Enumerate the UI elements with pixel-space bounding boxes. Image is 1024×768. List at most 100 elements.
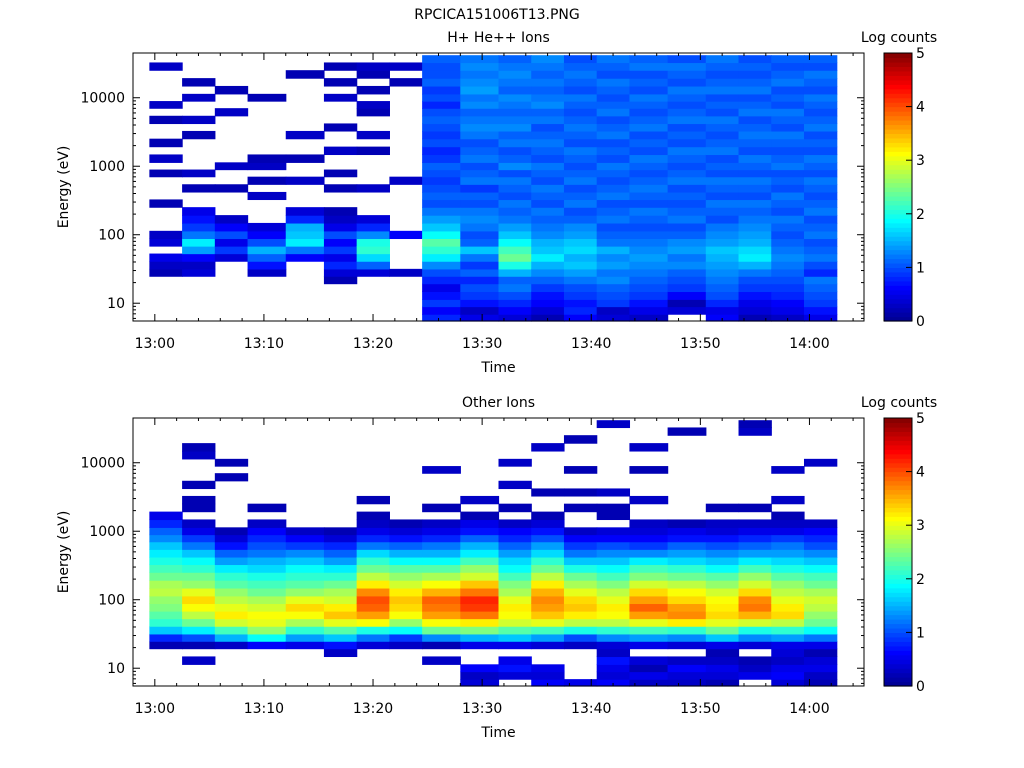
heatmap-cell — [563, 123, 598, 132]
heatmap-cell — [422, 154, 461, 163]
colorbar-segment — [884, 641, 912, 647]
heatmap-cell — [771, 556, 805, 566]
heatmap-cell — [389, 626, 423, 635]
heatmap-cell — [531, 611, 565, 620]
heatmap-cell — [422, 62, 461, 71]
colorbar-segment — [884, 151, 912, 157]
heatmap-cell — [803, 541, 838, 550]
heatmap-cell — [422, 656, 461, 665]
heatmap-cell — [356, 108, 390, 117]
heatmap-cell — [149, 618, 183, 627]
heatmap-cell — [563, 580, 598, 589]
heatmap-cell — [771, 169, 805, 178]
heatmap-cell — [422, 503, 461, 513]
heatmap-cell — [563, 93, 598, 102]
heatmap-cell — [667, 276, 707, 285]
colorbar-segment — [884, 507, 912, 513]
heatmap-cell — [323, 626, 358, 635]
heatmap-cell — [563, 101, 598, 109]
heatmap-cell — [629, 556, 669, 566]
colorbar-segment — [884, 146, 912, 152]
heatmap-cell — [149, 62, 183, 71]
heatmap-cell — [422, 78, 461, 87]
heatmap-cell — [531, 130, 565, 140]
heatmap-cell — [214, 534, 249, 543]
colorbar-segment — [884, 476, 912, 482]
heatmap-cell — [182, 527, 216, 536]
x-tick-label: 13:20 — [353, 701, 393, 717]
heatmap-cell — [531, 176, 565, 185]
heatmap-cell — [247, 641, 287, 650]
heatmap-cell — [285, 549, 325, 558]
heatmap-cell — [705, 55, 740, 64]
heatmap-cell — [803, 549, 838, 558]
heatmap-cell — [285, 176, 325, 185]
colorbar-segment — [884, 668, 912, 674]
y-tick-label: 10000 — [80, 456, 125, 472]
heatmap-cell — [422, 466, 461, 474]
heatmap-cell — [422, 162, 461, 171]
heatmap-cell — [596, 130, 631, 140]
heatmap-cell — [460, 78, 500, 87]
colorbar-segment — [884, 619, 912, 625]
heatmap-cell — [667, 679, 707, 687]
heatmap-cell — [531, 146, 565, 156]
colorbar-segment — [884, 70, 912, 76]
heatmap-cell — [596, 276, 631, 285]
heatmap-cell — [214, 603, 249, 612]
heatmap-cell — [738, 420, 772, 429]
heatmap-cell — [803, 108, 838, 117]
heatmap-cell — [460, 641, 500, 650]
heatmap-cell — [460, 618, 500, 627]
heatmap-cell — [422, 207, 461, 216]
heatmap-cell — [771, 306, 805, 315]
heatmap-cell — [498, 626, 532, 635]
heatmap-cell — [498, 633, 532, 642]
heatmap-cell — [771, 587, 805, 597]
heatmap-cell — [771, 626, 805, 635]
heatmap-cell — [422, 115, 461, 125]
heatmap-cell — [596, 671, 631, 680]
heatmap-cell — [771, 62, 805, 71]
heatmap-cell — [629, 246, 669, 255]
heatmap-cell — [531, 519, 565, 528]
heatmap-cell — [247, 564, 287, 573]
heatmap-cell — [596, 78, 631, 87]
colorbar-segment — [884, 632, 912, 638]
heatmap-cell — [705, 564, 740, 573]
heatmap-cell — [149, 572, 183, 581]
heatmap-cell — [803, 664, 838, 673]
heatmap-cell — [738, 276, 772, 285]
heatmap-cell — [422, 146, 461, 156]
heatmap-cell — [498, 603, 532, 612]
heatmap-cell — [285, 527, 325, 536]
colorbar-segment — [884, 610, 912, 616]
heatmap-cell — [803, 115, 838, 125]
heatmap-cell — [667, 70, 707, 79]
x-tick-label: 13:40 — [571, 336, 611, 352]
heatmap-cell — [323, 93, 358, 102]
heatmap-cell — [596, 595, 631, 605]
heatmap-cell — [389, 564, 423, 573]
heatmap-cell — [771, 55, 805, 64]
colorbar-segment — [884, 672, 912, 678]
heatmap-cell — [563, 549, 598, 558]
heatmap-cell — [667, 427, 707, 436]
heatmap-cell — [531, 556, 565, 566]
heatmap-cell — [563, 78, 598, 87]
colorbar-segment — [884, 435, 912, 441]
heatmap-cell — [531, 215, 565, 224]
heatmap-cell — [498, 169, 532, 178]
heatmap-cell — [531, 261, 565, 270]
heatmap-cell — [738, 62, 772, 71]
heatmap-cell — [531, 55, 565, 64]
heatmap-cell — [422, 199, 461, 208]
heatmap-cell — [389, 580, 423, 589]
heatmap-cell — [149, 603, 183, 612]
heatmap-cell — [596, 55, 631, 64]
heatmap-cell — [149, 541, 183, 550]
heatmap-cell — [389, 603, 423, 612]
colorbar-segment — [884, 636, 912, 642]
